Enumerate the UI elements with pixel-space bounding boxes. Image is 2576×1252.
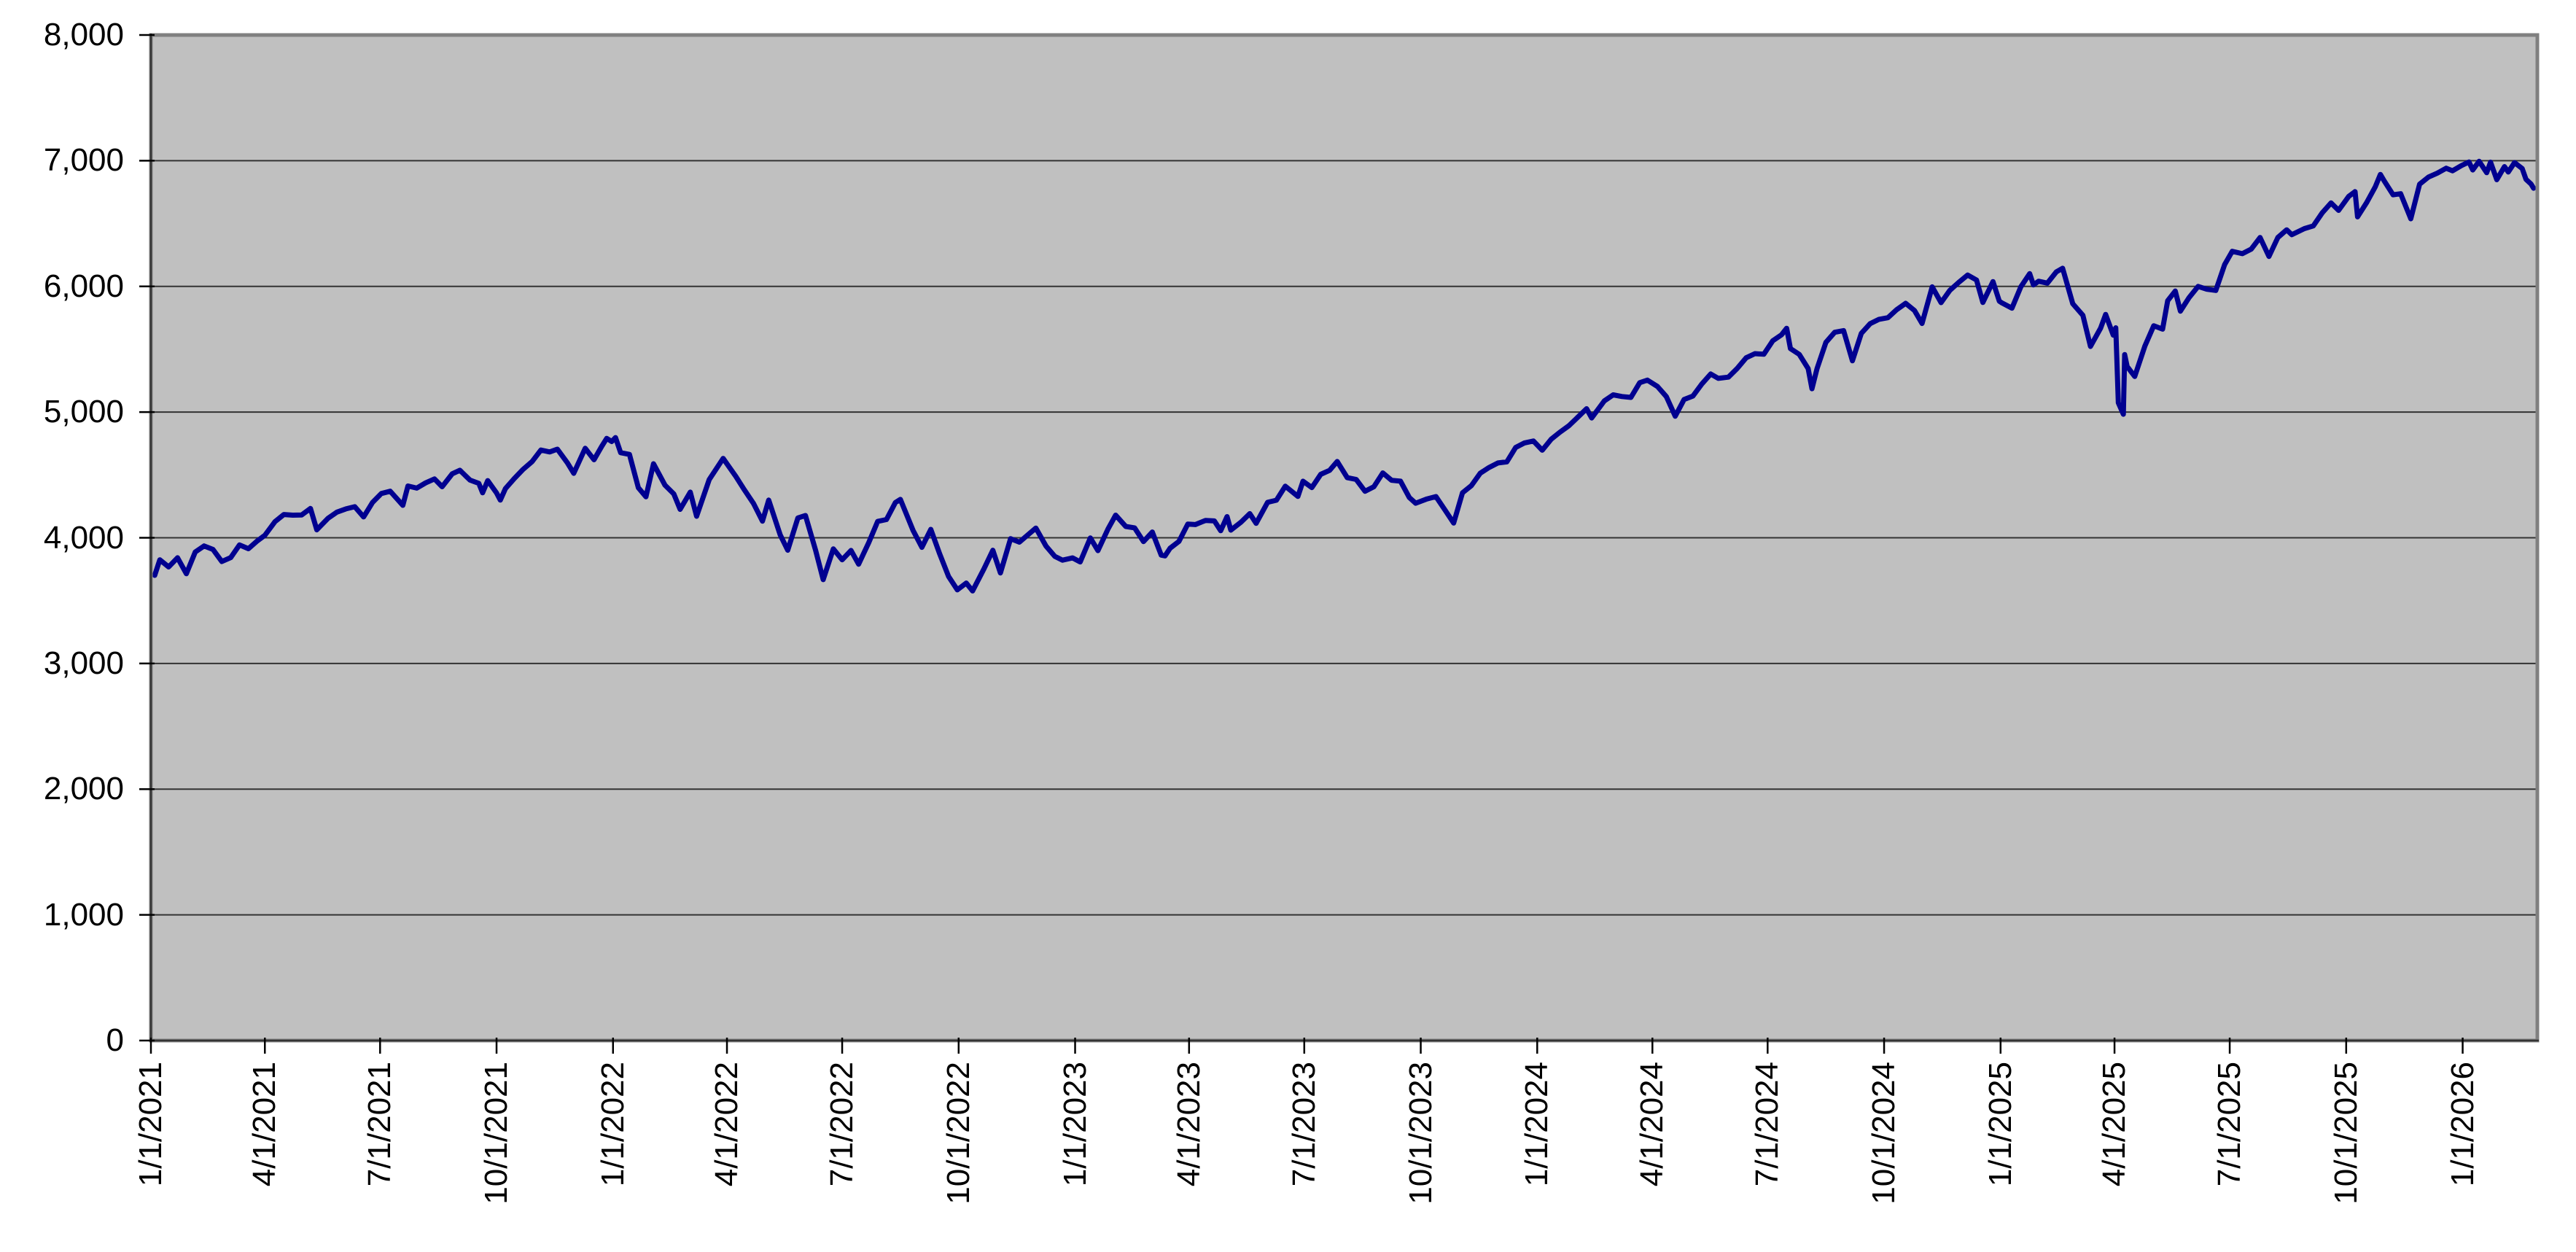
x-axis-label: 7/1/2024 <box>1749 1062 1876 1186</box>
y-axis-label: 6,000 <box>43 268 124 304</box>
y-axis-label: 1,000 <box>43 896 124 933</box>
x-axis-label-text: 1/1/2023 <box>1057 1062 1093 1187</box>
x-axis-label-text: 10/1/2022 <box>940 1062 976 1205</box>
x-axis-label: 1/1/2026 <box>2445 1062 2572 1186</box>
y-axis-label: 0 <box>106 1022 124 1058</box>
x-axis-label-text: 10/1/2024 <box>1866 1062 1902 1205</box>
x-axis-label-text: 1/1/2026 <box>2444 1062 2480 1187</box>
x-axis-label-text: 4/1/2024 <box>1634 1062 1670 1187</box>
x-axis-label-text: 7/1/2021 <box>362 1062 398 1187</box>
x-axis-label-text: 7/1/2024 <box>1749 1062 1786 1187</box>
x-axis-label-text: 1/1/2022 <box>594 1062 631 1187</box>
x-axis-label: 4/1/2025 <box>2096 1062 2223 1186</box>
x-axis-label-text: 7/1/2025 <box>2211 1062 2248 1187</box>
x-axis-label-text: 1/1/2025 <box>1982 1062 2018 1187</box>
x-axis-label-text: 10/1/2021 <box>478 1062 515 1205</box>
y-axis-label: 3,000 <box>43 645 124 681</box>
x-axis-label: 4/1/2022 <box>709 1062 836 1186</box>
x-axis-label: 1/1/2024 <box>1519 1062 1646 1186</box>
x-axis-label: 1/1/2023 <box>1057 1062 1184 1186</box>
y-axis-label: 4,000 <box>43 519 124 556</box>
x-axis-label: 7/1/2023 <box>1286 1062 1413 1186</box>
x-axis-label: 7/1/2025 <box>2211 1062 2338 1186</box>
x-axis-label: 1/1/2025 <box>1982 1062 2109 1186</box>
x-axis-label-text: 4/1/2021 <box>246 1062 283 1187</box>
x-axis-label: 1/1/2021 <box>133 1062 260 1186</box>
x-axis-label-text: 7/1/2022 <box>824 1062 860 1187</box>
x-axis-label: 4/1/2021 <box>246 1062 373 1186</box>
x-axis-label-text: 10/1/2023 <box>1402 1062 1439 1205</box>
x-axis-label: 4/1/2024 <box>1634 1062 1761 1186</box>
y-axis-label: 7,000 <box>43 142 124 179</box>
x-axis-label-text: 1/1/2021 <box>133 1062 168 1187</box>
x-axis-label: 1/1/2022 <box>595 1062 722 1186</box>
y-axis-label: 2,000 <box>43 771 124 807</box>
y-axis-label: 8,000 <box>43 17 124 53</box>
x-axis-label: 7/1/2021 <box>362 1062 489 1186</box>
x-axis-label-text: 4/1/2025 <box>2096 1062 2133 1187</box>
x-axis-label-text: 10/1/2025 <box>2327 1062 2364 1205</box>
y-axis-label: 5,000 <box>43 394 124 430</box>
x-axis-label-text: 7/1/2023 <box>1285 1062 1322 1187</box>
price-line <box>152 158 2537 594</box>
x-axis-label-text: 4/1/2022 <box>709 1062 745 1187</box>
x-axis-label: 4/1/2023 <box>1171 1062 1298 1186</box>
x-axis-label-text: 1/1/2024 <box>1519 1062 1555 1187</box>
x-axis-label: 7/1/2022 <box>824 1062 951 1186</box>
x-axis-label-text: 4/1/2023 <box>1170 1062 1207 1187</box>
